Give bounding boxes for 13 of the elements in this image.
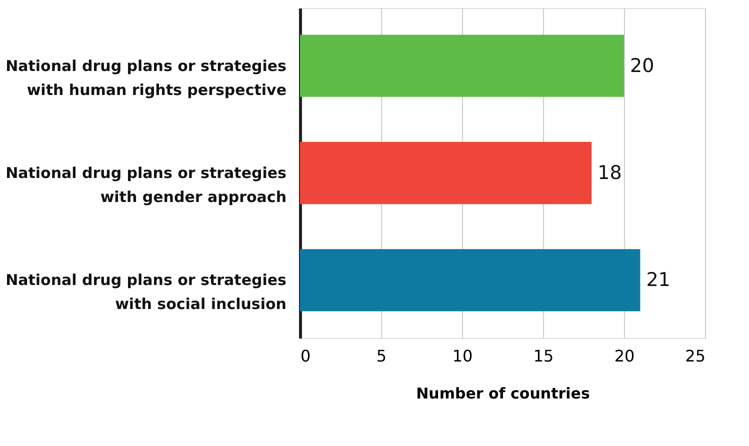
y-tick-label: National drug plans or strategies with human rights perspective [6,56,287,99]
x-tick-label: 20 [614,346,635,366]
data-label: 21 [646,269,670,292]
x-axis-title: Number of countries [416,384,590,402]
data-label: 18 [598,162,622,184]
y-tick-label: National drug plans or strategies with social inclusion [6,271,287,314]
y-tick-label: National drug plans or strategies with gender approach [6,164,287,206]
data-label: 20 [630,54,654,77]
x-tick-label: 25 [685,346,706,366]
x-tick-label: 15 [533,346,554,366]
x-tick-label: 0 [300,346,311,366]
x-tick-label: 5 [376,346,387,366]
x-tick-label: 10 [452,346,473,366]
